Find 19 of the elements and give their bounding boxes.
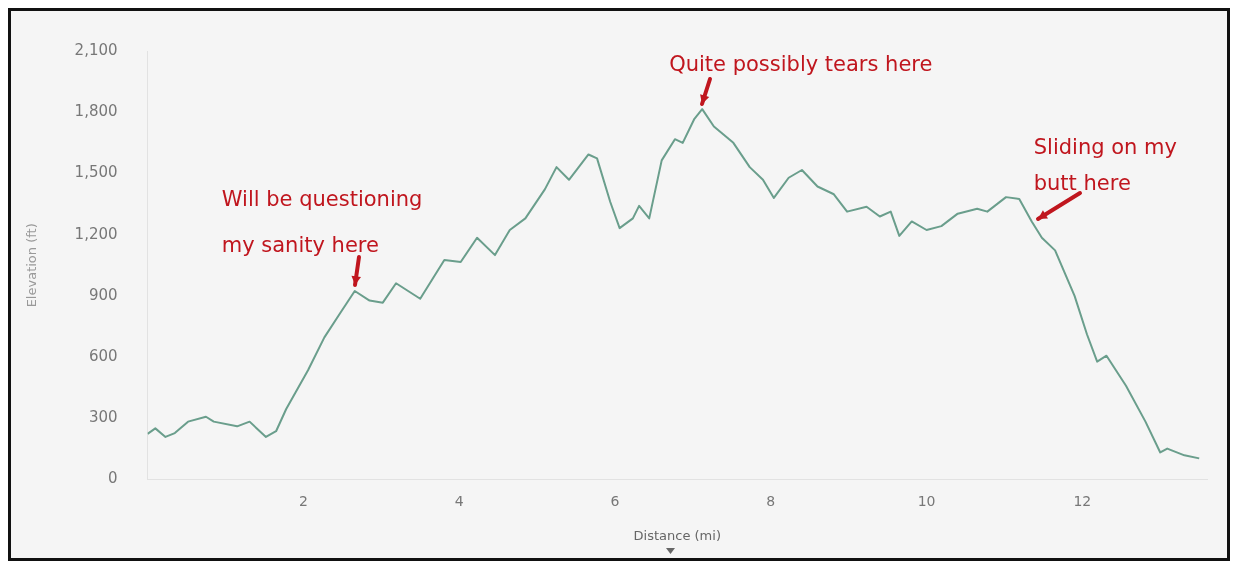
- y-tick-label: 1,500: [74, 163, 118, 182]
- y-tick-label: 900: [88, 285, 118, 304]
- annotation: Sliding on my butt here: [1033, 134, 1178, 198]
- x-axis-title: Distance (mi): [633, 527, 721, 543]
- x-tick-label: 6: [610, 492, 620, 509]
- x-tick-label: 12: [1073, 492, 1092, 509]
- x-tick-label: 10: [917, 492, 936, 509]
- y-tick-label: 600: [88, 347, 118, 366]
- annotation: Quite possibly tears here: [669, 51, 934, 79]
- y-axis-title: Elevation (ft): [24, 223, 40, 308]
- y-tick-label: 2,100: [74, 40, 118, 59]
- x-tick-label: 4: [454, 492, 464, 509]
- y-tick-label: 300: [88, 408, 118, 427]
- y-tick-label: 1,800: [74, 102, 118, 121]
- annotation: Will be questioning my sanity here: [221, 186, 424, 259]
- x-tick-label: 2: [298, 492, 308, 509]
- y-tick-label: 1,200: [74, 224, 118, 243]
- y-tick-label: 0: [108, 469, 118, 488]
- x-tick-label: 8: [766, 492, 776, 509]
